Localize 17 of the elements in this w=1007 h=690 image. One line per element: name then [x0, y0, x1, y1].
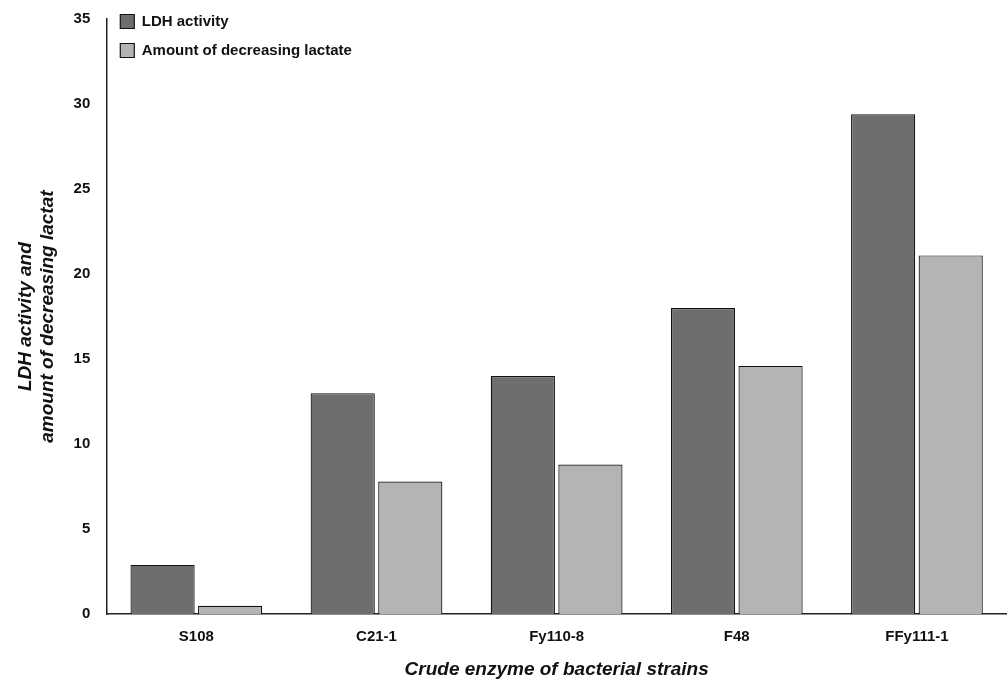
y-tick-label: 10: [73, 434, 91, 452]
y-tick-label: 25: [73, 179, 91, 197]
x-tick-label: FFy111-1: [885, 627, 949, 645]
x-axis-title: Crude enzyme of bacterial strains: [404, 657, 709, 679]
y-tick-label: 20: [73, 264, 91, 282]
x-tick-label: Fy110-8: [529, 627, 585, 645]
y-tick-label: 35: [73, 9, 91, 27]
y-tick-label: 30: [73, 94, 91, 112]
y-axis-title: LDH activity and amount of decreasing lactat: [13, 189, 58, 443]
x-tick-label: S108: [178, 627, 214, 645]
x-tick-label: F48: [723, 627, 750, 645]
y-tick-label: 15: [73, 349, 91, 367]
legend-label: LDH activity: [141, 11, 230, 29]
y-tick-label: 0: [81, 604, 91, 622]
x-tick-label: C21-1: [356, 627, 397, 645]
legend-label: Amount of decreasing lactate: [141, 40, 352, 58]
y-tick-label: 5: [81, 519, 91, 537]
